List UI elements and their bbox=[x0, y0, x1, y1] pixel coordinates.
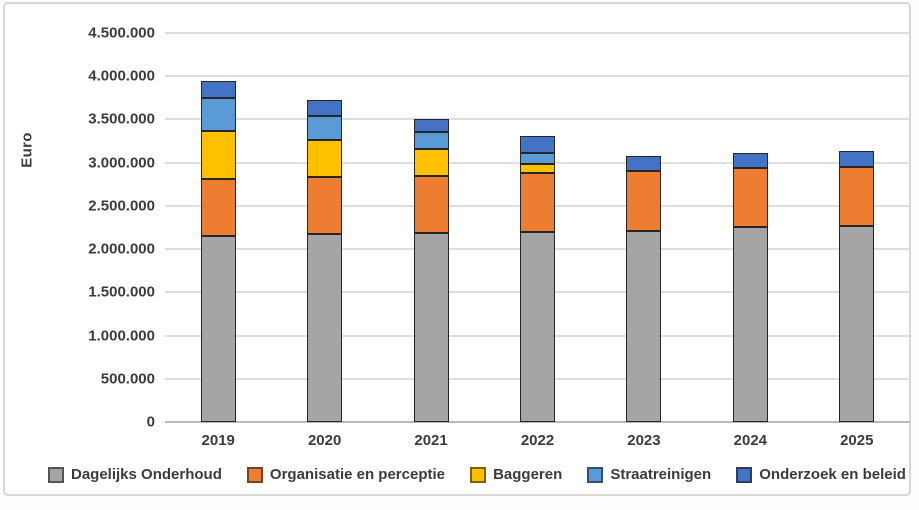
y-tick-label: 500.000 bbox=[100, 370, 155, 388]
legend-item-organisatie-en-perceptie: Organisatie en perceptie bbox=[246, 466, 445, 483]
bar-segment-baggeren bbox=[520, 163, 555, 174]
x-axis-line bbox=[165, 421, 910, 423]
bar-segment-straatreinigen bbox=[520, 153, 555, 164]
x-axis-label: 2020 bbox=[307, 432, 342, 449]
x-axis-label: 2019 bbox=[201, 432, 235, 449]
bar-segment-organisatie-en-perceptie bbox=[839, 166, 875, 226]
legend-swatch-icon bbox=[587, 466, 604, 483]
x-axis-label: 2025 bbox=[840, 432, 874, 449]
bar-segment-onderzoek-en-beleid bbox=[732, 152, 768, 169]
y-tick-label: 3.500.000 bbox=[88, 110, 155, 128]
bar-segment-organisatie-en-perceptie bbox=[413, 175, 449, 233]
legend-swatch-icon bbox=[736, 466, 753, 483]
bar-segment-organisatie-en-perceptie bbox=[200, 179, 236, 237]
bar-segment-dagelijks-onderhoud bbox=[839, 225, 875, 422]
bar-segment-baggeren bbox=[413, 148, 449, 176]
y-tick-label: 1.000.000 bbox=[88, 327, 155, 345]
y-tick-label: 2.000.000 bbox=[88, 240, 155, 258]
grid-line bbox=[165, 75, 910, 78]
legend-label: Onderzoek en beleid bbox=[759, 466, 906, 483]
bar-segment-organisatie-en-perceptie bbox=[732, 168, 768, 227]
bar-segment-straatreinigen bbox=[413, 131, 449, 149]
bar-segment-organisatie-en-perceptie bbox=[307, 177, 343, 235]
bar-segment-onderzoek-en-beleid bbox=[413, 118, 449, 132]
grid-line bbox=[165, 118, 910, 121]
grid-line bbox=[165, 32, 910, 34]
x-axis-label: 2024 bbox=[733, 432, 768, 449]
legend-item-onderzoek-en-beleid: Onderzoek en beleid bbox=[736, 466, 906, 483]
y-tick-label: 3.000.000 bbox=[88, 154, 155, 172]
y-tick-label: 4.500.000 bbox=[88, 24, 155, 42]
y-tick-label: 0 bbox=[146, 413, 155, 431]
bar-segment-straatreinigen bbox=[200, 97, 236, 131]
bar-segment-dagelijks-onderhoud bbox=[200, 236, 236, 422]
bar-segment-onderzoek-en-beleid bbox=[200, 80, 236, 98]
bar-segment-dagelijks-onderhoud bbox=[626, 230, 662, 422]
x-axis-label: 2023 bbox=[627, 432, 661, 449]
bar-segment-straatreinigen bbox=[307, 115, 343, 141]
legend-label: Baggeren bbox=[493, 466, 563, 483]
legend-item-straatreinigen: Straatreinigen bbox=[587, 466, 711, 483]
legend-item-baggeren: Baggeren bbox=[470, 466, 562, 483]
x-axis-label: 2021 bbox=[414, 432, 448, 449]
bar-segment-organisatie-en-perceptie bbox=[520, 173, 555, 232]
bar-segment-onderzoek-en-beleid bbox=[307, 99, 343, 116]
legend-label: Straatreinigen bbox=[610, 466, 712, 483]
bar-segment-dagelijks-onderhoud bbox=[520, 231, 555, 422]
legend-swatch-icon bbox=[246, 466, 263, 483]
legend-label: Organisatie en perceptie bbox=[269, 466, 445, 483]
bar-segment-onderzoek-en-beleid bbox=[520, 135, 555, 154]
bar-segment-onderzoek-en-beleid bbox=[839, 150, 875, 167]
y-tick-label: 2.500.000 bbox=[88, 197, 155, 215]
y-axis-title: Euro bbox=[18, 132, 36, 168]
bar-segment-dagelijks-onderhoud bbox=[307, 234, 343, 422]
legend: Dagelijks Onderhoud Organisatie en percep… bbox=[48, 466, 906, 483]
x-axis-label: 2022 bbox=[520, 432, 555, 449]
legend-item-dagelijks-onderhoud: Dagelijks Onderhoud bbox=[48, 466, 222, 483]
bar-segment-baggeren bbox=[200, 130, 236, 180]
bar-segment-baggeren bbox=[307, 140, 343, 178]
bar-segment-dagelijks-onderhoud bbox=[413, 232, 449, 422]
legend-swatch-icon bbox=[470, 466, 487, 483]
bar-segment-dagelijks-onderhoud bbox=[732, 226, 768, 422]
bar-segment-onderzoek-en-beleid bbox=[626, 156, 662, 172]
y-tick-label: 1.500.000 bbox=[88, 283, 155, 301]
bar-segment-organisatie-en-perceptie bbox=[626, 171, 662, 231]
legend-swatch-icon bbox=[48, 466, 64, 483]
legend-label: Dagelijks Onderhoud bbox=[71, 466, 222, 483]
y-tick-label: 4.000.000 bbox=[88, 67, 155, 85]
